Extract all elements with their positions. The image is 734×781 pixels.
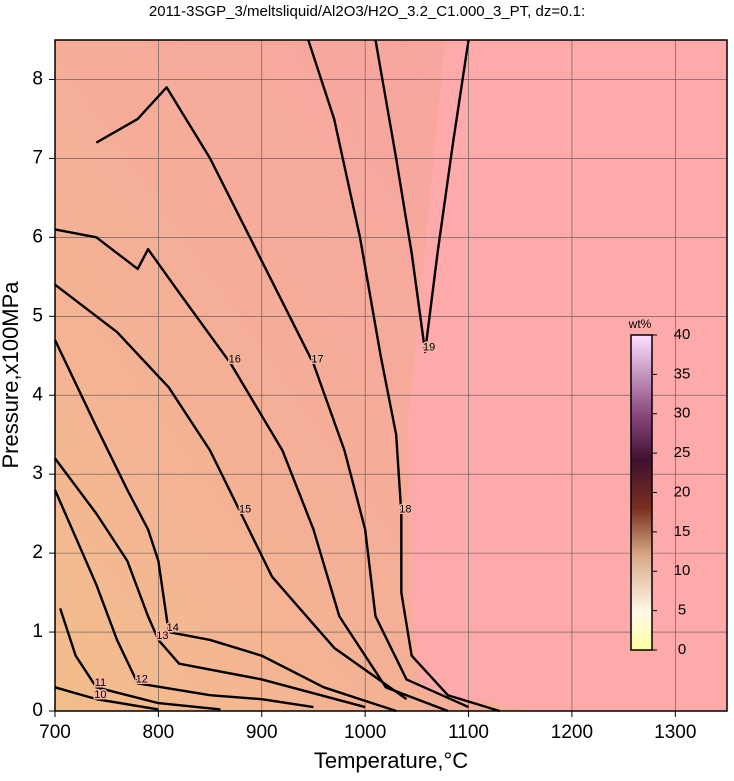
- colorbar-tick-label: 5: [678, 602, 686, 619]
- colorbar-tick-label: 20: [674, 483, 691, 500]
- x-tick-label: 700: [39, 722, 71, 743]
- contour-line: [95, 86, 470, 709]
- plot-frame: [54, 39, 728, 712]
- x-tick-label: 800: [143, 722, 175, 743]
- contour-label: 14: [167, 622, 179, 634]
- y-tick-label: 2: [32, 542, 43, 563]
- y-tick-label: 0: [32, 700, 43, 721]
- x-axis-label: Temperature,°C: [314, 748, 468, 773]
- contour-line: [54, 283, 408, 701]
- y-tick-label: 5: [32, 305, 43, 326]
- contour-label: 11: [95, 677, 106, 689]
- x-tick-label: 1200: [551, 722, 593, 743]
- y-tick-label: 8: [32, 68, 43, 89]
- colorbar: [630, 334, 653, 651]
- y-tick-label: 7: [32, 147, 43, 168]
- contour-label: 10: [94, 689, 106, 701]
- y-tick-label: 4: [32, 384, 43, 405]
- contour-line: [53, 489, 314, 709]
- y-tick-label: 6: [32, 226, 43, 247]
- y-tick-label: 1: [32, 621, 43, 642]
- chart-title: 2011-3SGP_3/meltsliquid/Al2O3/H2O_3.2_C1…: [149, 3, 585, 20]
- contour-line: [59, 608, 221, 711]
- colorbar-tick-label: 0: [678, 641, 686, 658]
- contour-label: 15: [239, 504, 251, 516]
- contour-line: [54, 457, 366, 709]
- colorbar-label: wt%: [628, 317, 652, 331]
- contour-label: 19: [423, 342, 435, 354]
- x-tick-label: 900: [246, 722, 278, 743]
- colorbar-tick-label: 30: [674, 405, 691, 422]
- contour-line: [53, 339, 397, 713]
- colorbar-tick-label: 40: [674, 326, 691, 343]
- contour-label: 17: [311, 354, 323, 366]
- colorbar-tick-label: 10: [674, 562, 691, 579]
- y-axis-label: Pressure,x100MPa: [0, 281, 23, 469]
- contour-label: 12: [136, 673, 148, 685]
- contour-line: [54, 686, 159, 711]
- contour-line: [54, 228, 449, 713]
- contour-label: 18: [399, 504, 411, 516]
- x-tick-label: 1000: [344, 722, 386, 743]
- colorbar-tick-label: 15: [674, 523, 691, 540]
- y-tick-label: 3: [32, 463, 43, 484]
- colorbar-tick-label: 35: [674, 365, 691, 382]
- x-tick-label: 1100: [448, 722, 489, 743]
- colorbar-tick-label: 25: [674, 444, 691, 461]
- contour-label: 16: [229, 354, 241, 366]
- contour-line: [374, 39, 470, 354]
- contour-line: [307, 39, 500, 713]
- contour-label: 13: [156, 630, 168, 642]
- region-shading: [55, 40, 530, 711]
- x-tick-label: 1300: [654, 722, 696, 743]
